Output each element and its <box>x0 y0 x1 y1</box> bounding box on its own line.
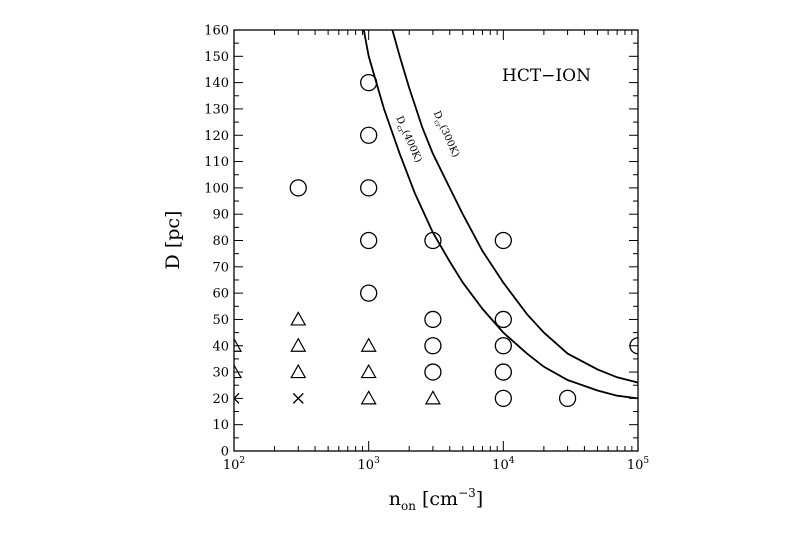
y-tick-label: 90 <box>212 208 229 223</box>
y-tick-label: 40 <box>212 339 229 354</box>
cross-marker <box>292 392 304 404</box>
y-axis-title: D [pc] <box>162 211 184 270</box>
x-axis-title-unit-exp: −3 <box>458 486 476 500</box>
triangle-marker <box>234 363 243 379</box>
y-tick-label: 80 <box>212 234 229 249</box>
circle-marker <box>424 363 442 381</box>
triangle-marker <box>360 337 377 352</box>
circle-marker <box>360 179 378 197</box>
x-axis-title-base: n <box>389 488 401 510</box>
triangle-marker <box>234 337 243 352</box>
circle-marker <box>494 231 512 250</box>
y-tick-label: 10 <box>212 418 229 433</box>
circle-marker <box>494 389 512 408</box>
y-tick-label: 100 <box>204 181 229 196</box>
circle-marker <box>360 284 378 302</box>
curve-label: Dcr(300K) <box>429 109 461 160</box>
y-tick-label: 150 <box>204 50 229 65</box>
triangle-marker <box>290 311 307 326</box>
x-axis-title-unit-close: ] <box>476 488 483 510</box>
circle-marker <box>494 363 512 381</box>
circle-marker <box>424 337 442 355</box>
cross-marker <box>234 392 240 404</box>
x-axis-title: non [cm−3] <box>389 486 483 513</box>
y-tick-label: 110 <box>204 155 229 170</box>
circle-marker <box>360 231 378 250</box>
y-tick-label: 120 <box>204 129 229 144</box>
critical-distance-curve <box>362 30 638 400</box>
x-tick-label: 105 <box>627 456 650 473</box>
critical-distance-curve <box>391 30 638 384</box>
x-tick-label: 104 <box>492 456 515 473</box>
circle-marker <box>424 231 442 250</box>
y-tick-label: 0 <box>221 445 229 460</box>
y-tick-label: 30 <box>212 366 229 381</box>
y-tick-label: 60 <box>212 287 229 302</box>
y-tick-label: 20 <box>212 392 229 407</box>
x-tick-label: 103 <box>358 456 381 473</box>
y-tick-label: 140 <box>204 76 229 91</box>
plot-frame <box>233 29 639 452</box>
y-tick-label: 50 <box>212 313 229 328</box>
curve-label: Dcr(400K) <box>392 115 424 166</box>
triangle-marker <box>360 363 377 379</box>
circle-marker <box>558 389 577 408</box>
circle-marker <box>289 179 307 197</box>
triangle-marker <box>360 390 377 405</box>
circle-marker <box>360 126 378 144</box>
annotation-label: HCT−ION <box>502 66 591 86</box>
triangle-marker <box>290 337 307 352</box>
triangle-marker <box>424 390 441 405</box>
circle-marker <box>360 73 378 92</box>
circle-marker <box>424 310 442 329</box>
y-tick-label: 130 <box>204 102 229 117</box>
x-axis-title-unit: [cm <box>416 488 458 510</box>
x-tick-label: 102 <box>223 456 245 473</box>
y-tick-label: 70 <box>212 260 229 275</box>
circle-marker <box>494 310 512 329</box>
y-tick-label: 160 <box>204 24 229 39</box>
circle-marker <box>494 337 512 355</box>
triangle-marker <box>290 363 307 379</box>
x-axis-title-sub: on <box>401 499 416 513</box>
